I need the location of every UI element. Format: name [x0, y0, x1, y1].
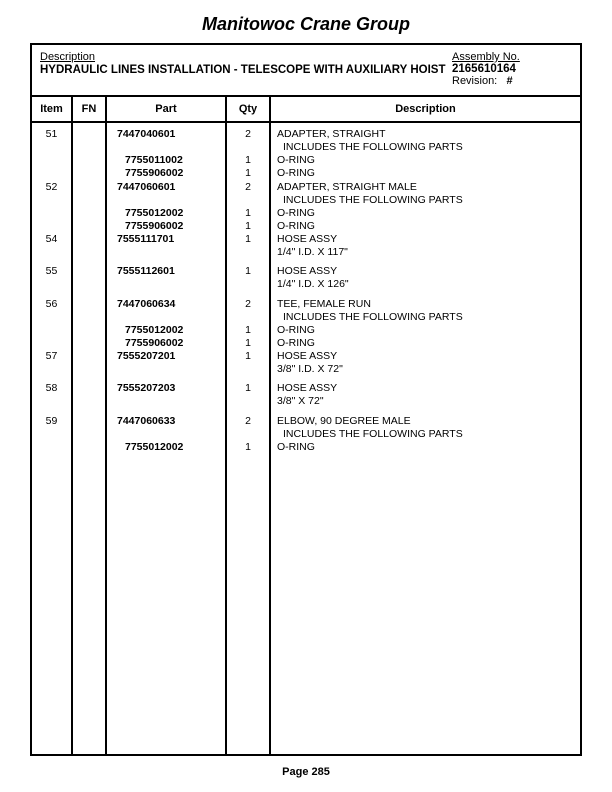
- content-frame: Description HYDRAULIC LINES INSTALLATION…: [30, 43, 582, 756]
- table-row: 5575551126011HOSE ASSY1/4" I.D. X 126": [32, 265, 580, 291]
- revision-value: #: [506, 75, 512, 87]
- table-row: 77550120021O-RING: [32, 207, 580, 220]
- part-cell: 7755012002: [106, 441, 226, 454]
- desc-cell: ELBOW, 90 DEGREE MALEINCLUDES THE FOLLOW…: [270, 415, 580, 441]
- col-fn: FN: [72, 97, 106, 122]
- desc-cell: O-RING: [270, 324, 580, 337]
- header-block: Description HYDRAULIC LINES INSTALLATION…: [32, 45, 580, 95]
- desc-cell: O-RING: [270, 441, 580, 454]
- table-row: 77550110021O-RING: [32, 154, 580, 167]
- table-header-row: Item FN Part Qty Description: [32, 97, 580, 122]
- desc-cell: HOSE ASSY3/8" I.D. X 72": [270, 350, 580, 376]
- revision-line: Revision: #: [452, 75, 572, 87]
- part-cell: 7555207203: [106, 382, 226, 408]
- table-row: 5475551117011HOSE ASSY1/4" I.D. X 117": [32, 233, 580, 259]
- table-row: 5174470406012ADAPTER, STRAIGHTINCLUDES T…: [32, 128, 580, 154]
- desc-cell: ADAPTER, STRAIGHT MALEINCLUDES THE FOLLO…: [270, 181, 580, 207]
- table-row: 77559060021O-RING: [32, 167, 580, 180]
- page-number: Page 285: [0, 766, 612, 778]
- table-row: 5674470606342TEE, FEMALE RUNINCLUDES THE…: [32, 298, 580, 324]
- desc-cell: O-RING: [270, 220, 580, 233]
- part-cell: 7755906002: [106, 167, 226, 180]
- table-row: 5875552072031HOSE ASSY3/8" X 72": [32, 382, 580, 408]
- part-cell: 7555111701: [106, 233, 226, 259]
- parts-table-wrap: Item FN Part Qty Description 51744704060…: [32, 95, 580, 754]
- table-row: 5274470606012ADAPTER, STRAIGHT MALEINCLU…: [32, 181, 580, 207]
- col-item: Item: [32, 97, 72, 122]
- col-part: Part: [106, 97, 226, 122]
- part-cell: 7447060634: [106, 298, 226, 324]
- part-cell: 7755012002: [106, 207, 226, 220]
- table-row: 77559060021O-RING: [32, 220, 580, 233]
- table-row: 5974470606332ELBOW, 90 DEGREE MALEINCLUD…: [32, 415, 580, 441]
- part-cell: 7755012002: [106, 324, 226, 337]
- header-left: Description HYDRAULIC LINES INSTALLATION…: [40, 51, 452, 87]
- revision-label: Revision:: [452, 75, 497, 87]
- part-cell: 7555207201: [106, 350, 226, 376]
- desc-cell: HOSE ASSY1/4" I.D. X 126": [270, 265, 580, 291]
- part-cell: 7447040601: [106, 128, 226, 154]
- col-qty: Qty: [226, 97, 270, 122]
- part-cell: 7447060633: [106, 415, 226, 441]
- table-body: 5174470406012ADAPTER, STRAIGHTINCLUDES T…: [32, 122, 580, 754]
- part-cell: 7755011002: [106, 154, 226, 167]
- desc-cell: O-RING: [270, 337, 580, 350]
- assembly-value: 2165610164: [452, 63, 572, 75]
- desc-cell: HOSE ASSY3/8" X 72": [270, 382, 580, 408]
- parts-table: Item FN Part Qty Description 51744704060…: [32, 97, 580, 754]
- company-title: Manitowoc Crane Group: [0, 0, 612, 43]
- desc-cell: HOSE ASSY1/4" I.D. X 117": [270, 233, 580, 259]
- description-label: Description: [40, 51, 452, 63]
- table-row: 5775552072011HOSE ASSY3/8" I.D. X 72": [32, 350, 580, 376]
- header-right: Assembly No. 2165610164 Revision: #: [452, 51, 572, 87]
- part-cell: 7755906002: [106, 337, 226, 350]
- desc-cell: O-RING: [270, 167, 580, 180]
- table-row: 77550120021O-RING: [32, 441, 580, 454]
- desc-cell: O-RING: [270, 154, 580, 167]
- table-row: 77550120021O-RING: [32, 324, 580, 337]
- col-desc: Description: [270, 97, 580, 122]
- part-cell: 7555112601: [106, 265, 226, 291]
- assembly-label: Assembly No.: [452, 51, 572, 63]
- part-cell: 7755906002: [106, 220, 226, 233]
- desc-cell: TEE, FEMALE RUNINCLUDES THE FOLLOWING PA…: [270, 298, 580, 324]
- description-value: HYDRAULIC LINES INSTALLATION - TELESCOPE…: [40, 64, 452, 76]
- table-row: 77559060021O-RING: [32, 337, 580, 350]
- part-cell: 7447060601: [106, 181, 226, 207]
- desc-cell: ADAPTER, STRAIGHTINCLUDES THE FOLLOWING …: [270, 128, 580, 154]
- desc-cell: O-RING: [270, 207, 580, 220]
